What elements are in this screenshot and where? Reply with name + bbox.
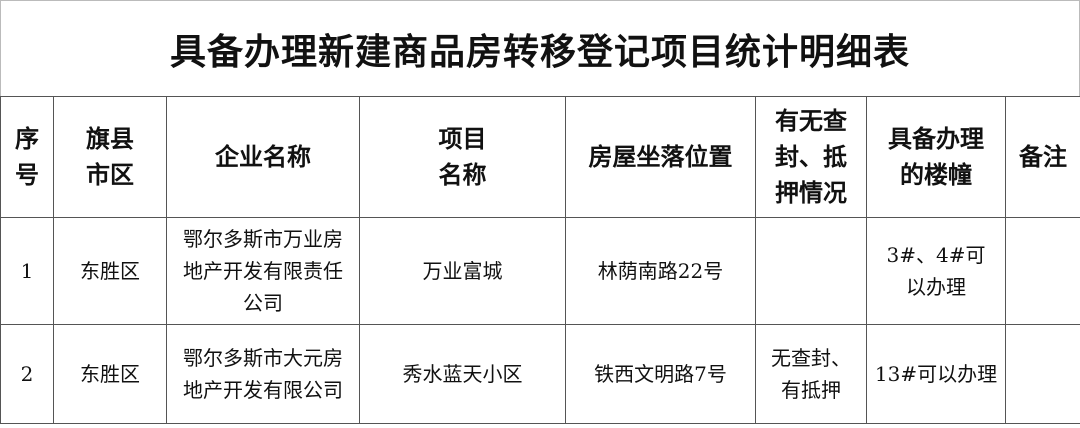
cell-no: 2 [0, 324, 54, 424]
column-header-district: 旗县市区 [53, 96, 167, 218]
table-row: 2 东胜区 鄂尔多斯市大元房地产开发有限公司 秀水蓝天小区 铁西文明路7号 无查… [0, 324, 1080, 424]
cell-company: 鄂尔多斯市万业房地产开发有限责任公司 [166, 217, 360, 325]
page-title: 具备办理新建商品房转移登记项目统计明细表 [0, 0, 1080, 96]
column-header-label: 旗县市区 [86, 124, 134, 189]
cell-project: 秀水蓝天小区 [359, 324, 566, 424]
column-header-label: 项目名称 [438, 124, 487, 189]
column-header-project: 项目名称 [359, 96, 566, 218]
cell-location: 铁西文明路7号 [565, 324, 756, 424]
column-header-label: 有无查封、抵押情况 [775, 106, 847, 207]
cell-district: 东胜区 [53, 217, 167, 325]
cell-seizure: 无查封、有抵押 [755, 324, 867, 424]
column-header-label: 具备办理的楼幢 [888, 124, 984, 189]
cell-district: 东胜区 [53, 324, 167, 424]
cell-no: 1 [0, 217, 54, 325]
column-header-label: 企业名称 [215, 142, 311, 171]
cell-remarks [1005, 217, 1080, 325]
column-header-company: 企业名称 [166, 96, 360, 218]
cell-buildings: 13#可以办理 [866, 324, 1006, 424]
column-header-no: 序号 [0, 96, 54, 218]
column-header-label: 序号 [15, 124, 39, 189]
column-header-seizure: 有无查封、抵押情况 [755, 96, 867, 218]
column-header-remarks: 备注 [1005, 96, 1080, 218]
column-header-location: 房屋坐落位置 [565, 96, 756, 218]
cell-location: 林荫南路22号 [565, 217, 756, 325]
project-table: 序号 旗县市区 企业名称 项目名称 房屋坐落位置 有无查封、抵押情况 具备办理的… [0, 96, 1080, 424]
column-header-buildings: 具备办理的楼幢 [866, 96, 1006, 218]
cell-buildings: 3#、4#可以办理 [866, 217, 1006, 325]
cell-seizure [755, 217, 867, 325]
cell-company: 鄂尔多斯市大元房地产开发有限公司 [166, 324, 360, 424]
cell-project: 万业富城 [359, 217, 566, 325]
cell-remarks [1005, 324, 1080, 424]
column-header-label: 房屋坐落位置 [588, 142, 733, 171]
column-header-label: 备注 [1019, 142, 1067, 171]
header-row: 序号 旗县市区 企业名称 项目名称 房屋坐落位置 有无查封、抵押情况 具备办理的… [0, 96, 1080, 218]
table-row: 1 东胜区 鄂尔多斯市万业房地产开发有限责任公司 万业富城 林荫南路22号 3#… [0, 217, 1080, 325]
